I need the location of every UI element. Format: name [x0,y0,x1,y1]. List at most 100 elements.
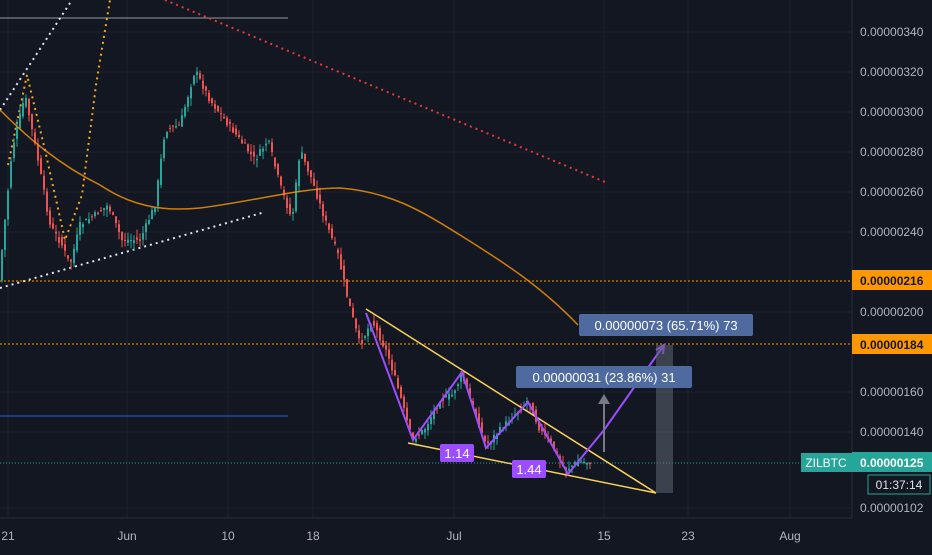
candle-body-144 [433,410,435,420]
y-tick-label-1: 0.00000320 [860,65,924,79]
candle-body-136 [409,419,411,430]
candle-body-16 [49,210,51,225]
candle-body-146 [439,403,441,409]
price-badge-2 [852,452,932,472]
candle-body-3 [10,161,12,188]
projection-arrow-small-head [598,394,610,404]
y-tick-label-6: 0.00000200 [860,305,924,319]
price-badges: 0.00000216 0.00000184 0.00000125 [852,270,932,472]
candle-body-41 [124,239,126,242]
x-tick-label-3: 18 [306,529,320,543]
ratio-label-1[interactable]: 1.14 [440,444,474,462]
candle-body-58 [175,126,177,128]
candle-body-23 [70,259,72,262]
candle-body-183 [550,438,552,443]
candle-body-137 [412,432,414,439]
x-tick-label-7: Aug [779,529,800,543]
y-tick-label-2: 0.00000300 [860,105,924,119]
candle-body-135 [406,407,408,421]
symbol-badge[interactable]: ZILBTC [801,453,852,472]
candle-body-88 [265,143,267,146]
y-axis-labels: 0.00000340 0.00000320 0.00000300 0.00000280… [860,25,924,515]
candle-body-109 [328,223,330,230]
candle-body-119 [358,330,360,339]
candle-body-193 [580,461,582,463]
candle-body-116 [349,298,351,307]
symbol-text: ZILBTC [805,456,847,470]
ratio-label-2[interactable]: 1.44 [512,460,546,478]
candle-body-37 [112,212,114,215]
candle-body-4 [13,142,15,158]
candle-body-72 [217,105,219,112]
candle-body-99 [298,160,300,187]
candle-body-145 [436,408,438,410]
candle-body-152 [457,384,459,387]
candle-body-74 [223,116,225,119]
candle-body-59 [178,124,180,126]
candle-body-30 [91,216,93,218]
candle-body-117 [352,307,354,318]
candle-body-142 [427,423,429,431]
candle-body-28 [85,218,87,221]
candle-body-22 [67,255,69,259]
price-badge-text-1: 0.00000184 [860,338,924,352]
candle-body-32 [97,212,99,215]
candle-body-13 [40,158,42,174]
candle-body-189 [568,468,570,471]
candle-body-101 [304,153,306,162]
candle-body-191 [574,462,576,465]
candle-body-130 [391,359,393,371]
candle-body-17 [52,223,54,229]
candle-body-115 [346,279,348,297]
candle-body-84 [253,151,255,157]
trendline-white-bottom[interactable] [0,211,266,289]
candle-body-125 [376,322,378,331]
pattern-path[interactable] [365,312,665,476]
x-tick-label-6: 23 [681,529,695,543]
trendline-orange-dotted[interactable] [7,0,111,244]
candle-body-21 [64,244,66,251]
candle-body-36 [109,206,111,212]
candle-body-49 [148,220,150,224]
candle-body-126 [379,327,381,341]
candle-body-54 [163,139,165,159]
price-badge-text-2: 0.00000125 [860,456,924,470]
candle-body-138 [415,438,417,442]
candle-body-60 [181,115,183,127]
candle-body-110 [331,228,333,239]
candle-body-18 [55,231,57,234]
candle-body-44 [133,240,135,243]
candle-body-24 [73,248,75,264]
price-axis[interactable]: 0.00000340 0.00000320 0.00000300 0.00000280… [851,0,932,518]
candle-body-89 [268,140,270,142]
candle-body-86 [259,149,261,156]
candle-body-94 [283,189,285,196]
candle-body-93 [280,176,282,186]
moving-average-line[interactable] [0,109,579,326]
candle-body-162 [487,441,489,443]
candle-body-46 [139,239,141,241]
trendline-white-left[interactable] [0,0,73,111]
candle-body-45 [136,237,138,240]
time-axis[interactable]: 21 Jun 10 18 Jul 15 23 Aug [0,517,932,550]
candle-body-192 [577,462,579,467]
x-axis-labels: 21 Jun 10 18 Jul 15 23 Aug [1,529,800,543]
candle-body-56 [169,127,171,129]
target-label-1[interactable]: 0.00000031 (23.86%) 31 [516,366,692,388]
target-label-2[interactable]: 0.00000073 (65.71%) 73 [579,314,753,336]
candle-body-87 [262,148,264,152]
y-tick-label-9: 0.00000102 [860,501,924,515]
wedge-upper-line[interactable] [365,308,657,494]
candle-body-100 [301,152,303,159]
candle-body-128 [385,345,387,350]
candle-body-90 [271,142,273,153]
candle-body-48 [145,223,147,233]
candle-body-55 [166,131,168,138]
candle-body-20 [61,237,63,246]
candle-body-69 [208,92,210,101]
candle-body-118 [355,318,357,329]
candle-body-82 [247,144,249,152]
trendline-red[interactable] [164,0,606,183]
